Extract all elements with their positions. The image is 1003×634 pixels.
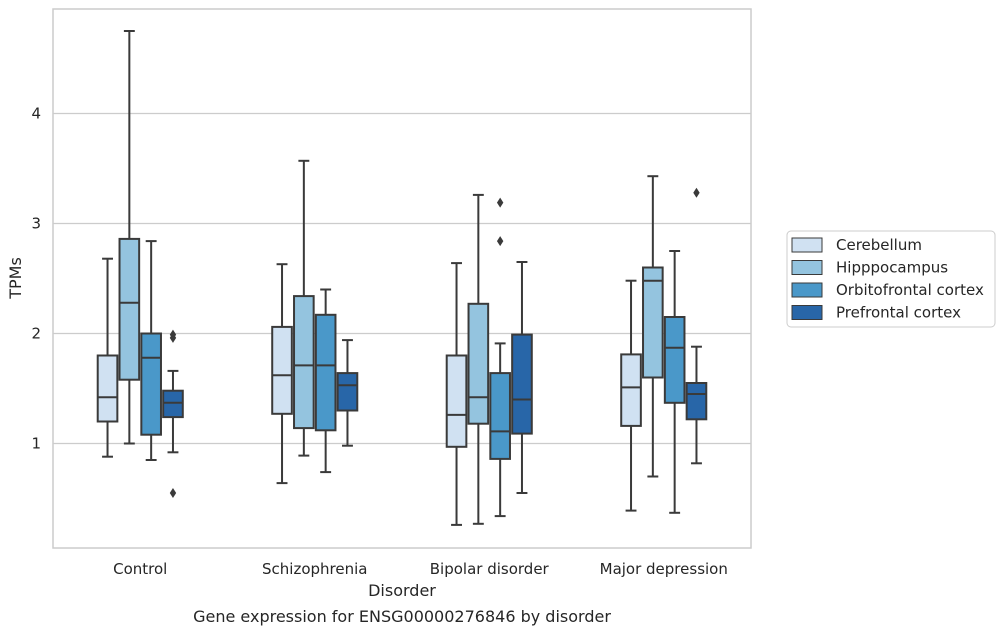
outlier-point [693, 187, 700, 198]
x-axis-ticks: Control Schizophrenia Bipolar disorder Majo… [113, 560, 728, 578]
y-tick-label: 3 [31, 215, 41, 233]
box-cerebellum [445, 262, 468, 526]
box-prefrontal-cortex [336, 339, 359, 447]
iqr-box [620, 353, 642, 427]
iqr-box [96, 354, 119, 423]
iqr-box [140, 332, 162, 436]
box-orbitofrontal-cortex [140, 240, 162, 461]
iqr-box [445, 354, 468, 448]
legend-label: Cerebellum [836, 236, 922, 254]
iqr-box [685, 382, 708, 421]
box-orbitofrontal-cortex [489, 197, 511, 518]
x-tick-label: Major depression [600, 560, 728, 578]
iqr-box [293, 295, 315, 430]
box-series [96, 30, 708, 526]
outlier-point [496, 197, 504, 208]
y-axis-ticks: 1 2 3 4 [31, 105, 41, 453]
iqr-box [118, 237, 141, 381]
plot-area-frame [52, 8, 752, 549]
x-tick-label: Control [113, 560, 167, 578]
box-prefrontal-cortex [511, 261, 533, 494]
box-hipppocampus [467, 193, 490, 525]
x-tick-label: Bipolar disorder [430, 560, 550, 578]
legend-label: Orbitofrontal cortex [836, 281, 984, 299]
y-tick-label: 4 [31, 105, 41, 123]
y-axis-label: TPMs [6, 257, 25, 300]
legend-swatch [791, 305, 823, 320]
box-prefrontal-cortex [162, 329, 184, 498]
iqr-box [511, 333, 533, 435]
chart-caption: Gene expression for ENSG00000276846 by d… [193, 607, 611, 626]
box-cerebellum [271, 263, 293, 485]
legend-swatch [791, 260, 823, 275]
legend-label: Hipppocampus [836, 259, 948, 277]
box-orbitofrontal-cortex [663, 250, 686, 514]
box-prefrontal-cortex [685, 187, 708, 465]
iqr-box [271, 325, 293, 415]
legend-swatch [791, 237, 823, 253]
legend-label: Prefrontal cortex [836, 304, 961, 322]
gridlines [53, 112, 751, 445]
iqr-box [467, 302, 490, 425]
box-cerebellum [620, 279, 642, 512]
iqr-box [489, 372, 511, 460]
x-axis-label: Disorder [368, 581, 436, 600]
box-hipppocampus [642, 175, 664, 478]
y-tick-label: 2 [31, 325, 41, 343]
y-tick-label: 1 [31, 435, 41, 453]
outlier-point [496, 236, 504, 247]
legend: Cerebellum Hipppocampus Orbitofrontal cort… [786, 230, 996, 328]
iqr-box [663, 316, 686, 404]
outlier-point [169, 329, 177, 340]
legend-items: Cerebellum Hipppocampus Orbitofrontal cort… [791, 236, 984, 322]
box-hipppocampus [118, 30, 141, 445]
iqr-box [314, 313, 337, 432]
legend-swatch [791, 282, 823, 298]
box-cerebellum [96, 257, 119, 458]
x-tick-label: Schizophrenia [262, 560, 367, 578]
outlier-point [169, 488, 177, 498]
iqr-box [162, 389, 184, 419]
box-orbitofrontal-cortex [314, 288, 337, 474]
box-hipppocampus [293, 159, 315, 457]
iqr-box [642, 266, 664, 379]
iqr-box [336, 372, 359, 412]
legend-frame [786, 230, 996, 328]
